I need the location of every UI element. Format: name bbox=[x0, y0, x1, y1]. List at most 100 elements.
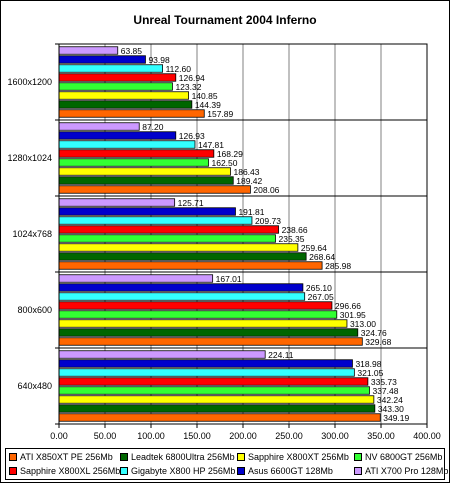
data-label: 93.98 bbox=[148, 55, 170, 65]
category-label: 640x480 bbox=[17, 381, 52, 391]
category-label: 1280x1024 bbox=[7, 153, 52, 163]
bar bbox=[58, 46, 119, 55]
bar bbox=[58, 261, 323, 270]
legend-label: Sapphire X800XT 256Mb bbox=[248, 452, 349, 462]
legend-swatch bbox=[9, 466, 17, 475]
x-tick-label: 150.00 bbox=[183, 431, 211, 441]
bar bbox=[58, 386, 370, 395]
data-label: 208.06 bbox=[253, 185, 279, 195]
data-label: 63.85 bbox=[121, 46, 143, 56]
bar bbox=[58, 252, 307, 261]
legend-item: ATI X850XT PE 256Mb bbox=[9, 451, 113, 463]
legend-swatch bbox=[237, 452, 245, 461]
data-label: 126.94 bbox=[179, 73, 205, 83]
data-label: 87.20 bbox=[142, 122, 164, 132]
bar bbox=[58, 301, 333, 310]
data-label: 268.64 bbox=[309, 252, 335, 262]
data-label: 296.66 bbox=[335, 301, 361, 311]
data-label: 265.10 bbox=[306, 283, 332, 293]
bar bbox=[58, 413, 381, 422]
data-label: 125.71 bbox=[178, 198, 204, 208]
bar bbox=[58, 350, 266, 359]
data-label: 126.93 bbox=[179, 131, 205, 141]
x-tick-label: 100.00 bbox=[137, 431, 165, 441]
bar-chart: 0.00 50.00 100.00 150.00 200.00 250.00 300.00 3… bbox=[7, 43, 441, 441]
bar bbox=[58, 158, 209, 167]
legend-label: Leadtek 6800Ultra 256Mb bbox=[131, 452, 235, 462]
data-label: 189.42 bbox=[236, 176, 262, 186]
bar bbox=[58, 216, 253, 225]
bar bbox=[58, 225, 279, 234]
legend-label: NV 6800GT 256Mb bbox=[365, 452, 443, 462]
category-label: 1024x768 bbox=[12, 229, 52, 239]
legend-swatch bbox=[354, 452, 362, 461]
bar bbox=[58, 404, 376, 413]
x-tick-label: 250.00 bbox=[275, 431, 303, 441]
bar bbox=[58, 395, 375, 404]
bar bbox=[58, 328, 359, 337]
legend-label: Asus 6600GT 128Mb bbox=[248, 466, 333, 476]
bar bbox=[58, 337, 363, 346]
data-label: 123.32 bbox=[175, 82, 201, 92]
bar bbox=[58, 149, 215, 158]
data-label: 337.48 bbox=[372, 386, 398, 396]
bar bbox=[58, 234, 276, 243]
data-label: 144.39 bbox=[195, 100, 221, 110]
bar bbox=[58, 274, 214, 283]
bar bbox=[58, 292, 306, 301]
data-label: 147.81 bbox=[198, 140, 224, 150]
bar bbox=[58, 176, 234, 185]
bar bbox=[58, 243, 299, 252]
legend-label: ATI X850XT PE 256Mb bbox=[20, 452, 113, 462]
x-tick-label: 0.00 bbox=[50, 431, 68, 441]
data-label: 335.73 bbox=[371, 377, 397, 387]
x-tick-label: 50.00 bbox=[94, 431, 117, 441]
legend-item: Sapphire X800XT 256Mb bbox=[237, 451, 349, 463]
data-label: 224.11 bbox=[268, 350, 294, 360]
legend-swatch bbox=[354, 466, 362, 475]
data-label: 259.64 bbox=[301, 243, 327, 253]
data-label: 321.05 bbox=[357, 368, 383, 378]
chart-legend: ATI X850XT PE 256Mb Leadtek 6800Ultra 256… bbox=[5, 448, 448, 480]
legend-label: Sapphire X800XL 256Mb bbox=[20, 466, 121, 476]
data-label: 285.98 bbox=[325, 261, 351, 271]
bar bbox=[58, 122, 140, 131]
bar bbox=[58, 198, 176, 207]
data-label: 235.35 bbox=[279, 234, 305, 244]
data-label: 267.05 bbox=[308, 292, 334, 302]
data-label: 329.68 bbox=[365, 337, 391, 347]
bar bbox=[58, 100, 193, 109]
legend-swatch bbox=[237, 466, 245, 475]
plot-border bbox=[58, 43, 428, 425]
data-label: 343.30 bbox=[378, 404, 404, 414]
bar bbox=[58, 131, 177, 140]
legend-label: ATI X700 Pro 128Mb bbox=[365, 466, 449, 476]
bar bbox=[58, 359, 353, 368]
legend-item: NV 6800GT 256Mb bbox=[354, 451, 442, 463]
data-label: 186.43 bbox=[234, 167, 260, 177]
legend-item: ATI X700 Pro 128Mb bbox=[354, 465, 448, 477]
data-label: 342.24 bbox=[377, 395, 403, 405]
data-label: 301.95 bbox=[340, 310, 366, 320]
category-label: 1600x1200 bbox=[7, 77, 52, 87]
bar bbox=[58, 207, 236, 216]
bar bbox=[58, 140, 196, 149]
bar bbox=[58, 377, 369, 386]
bar bbox=[58, 167, 231, 176]
bar bbox=[58, 310, 338, 319]
x-tick-label: 200.00 bbox=[229, 431, 257, 441]
bar bbox=[58, 91, 189, 100]
data-label: 318.98 bbox=[355, 359, 381, 369]
legend-item: Asus 6600GT 128Mb bbox=[237, 465, 333, 477]
bar bbox=[58, 185, 251, 194]
chart-title: Unreal Tournament 2004 Inferno bbox=[133, 13, 317, 27]
x-tick-label: 300.00 bbox=[321, 431, 349, 441]
data-label: 168.29 bbox=[217, 149, 243, 159]
data-label: 238.66 bbox=[282, 225, 308, 235]
data-label: 112.60 bbox=[166, 64, 192, 74]
data-label: 349.19 bbox=[383, 413, 409, 423]
bar bbox=[58, 64, 163, 73]
category-label: 800x600 bbox=[17, 305, 52, 315]
bar bbox=[58, 109, 205, 118]
legend-swatch bbox=[120, 452, 128, 461]
